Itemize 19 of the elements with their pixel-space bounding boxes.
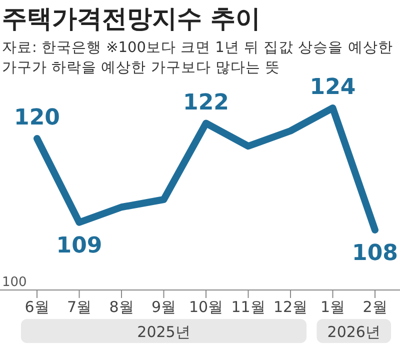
text: 2026년 (327, 323, 380, 341)
x-tick-label: 8월 (109, 298, 134, 316)
text: 2025년 (137, 323, 190, 341)
chart-subtitle: 자료: 한국은행 ※100보다 크면 1년 뒤 집값 상승을 예상한 가구가 하락을 예상한 가구보다 많다는 뜻 (2, 40, 393, 76)
data-label: 122 (183, 90, 229, 116)
x-tick-label: 12월 (273, 298, 308, 316)
x-tick-label: 9월 (151, 298, 176, 316)
text: 100 (2, 275, 27, 290)
x-tick-label: 10월 (188, 298, 224, 316)
x-tick-label: 6월 (24, 298, 50, 316)
chart-title: 주택가격전망지수 추이 (2, 4, 261, 33)
data-label: 108 (352, 241, 398, 266)
x-tick-label: 2월 (362, 298, 388, 316)
data-label: 124 (310, 75, 356, 100)
x-tick-label: 11월 (231, 298, 266, 316)
x-tick-label: 7월 (66, 298, 92, 316)
x-tick-label: 1월 (320, 298, 346, 316)
data-label: 109 (56, 233, 102, 258)
data-label: 120 (14, 106, 60, 130)
